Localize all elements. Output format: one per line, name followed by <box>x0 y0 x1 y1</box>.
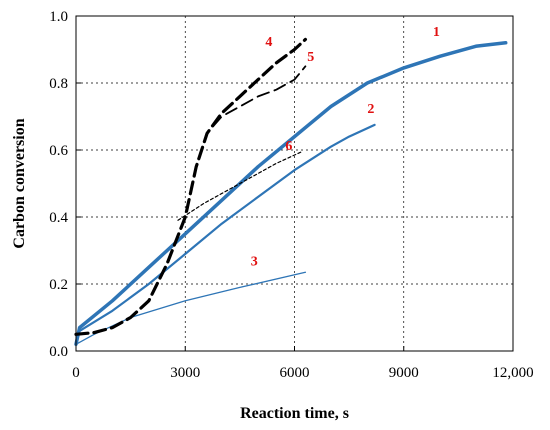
series-lines <box>74 37 508 347</box>
series-line-5 <box>75 65 307 336</box>
y-tick-label-4: 0.8 <box>49 76 68 92</box>
series-label-2: 2 <box>367 102 374 117</box>
y-tick-label-1: 0.2 <box>49 277 68 293</box>
x-tick-label-4: 12,000 <box>492 365 533 381</box>
series-line-3 <box>75 271 307 345</box>
x-tick-label-0: 0 <box>72 365 80 381</box>
y-axis-title: Carbon conversion <box>11 118 28 248</box>
y-tick-label-0: 0.0 <box>49 344 68 360</box>
series-labels: 1 2 3 4 5 6 <box>251 25 440 269</box>
series-line-1 <box>74 41 508 347</box>
x-tick-label-2: 6000 <box>280 365 310 381</box>
series-line-2 <box>74 123 376 346</box>
series-label-1: 1 <box>433 25 440 40</box>
x-tick-label-1: 3000 <box>170 365 200 381</box>
series-label-4: 4 <box>265 35 272 50</box>
axis-ticks: 0 3000 6000 9000 12,000 0.0 0.2 0.4 0.6 0.8 1.0 <box>49 9 533 381</box>
y-tick-label-5: 1.0 <box>49 9 68 25</box>
series-label-5: 5 <box>307 50 314 65</box>
series-line-6 <box>177 151 303 221</box>
x-axis-title: Reaction time, s <box>240 405 349 422</box>
y-tick-label-3: 0.6 <box>49 143 68 159</box>
grid-lines <box>76 16 513 351</box>
y-tick-label-2: 0.4 <box>49 210 68 226</box>
series-label-3: 3 <box>251 255 258 270</box>
series-label-6: 6 <box>285 139 292 154</box>
x-tick-label-3: 9000 <box>389 365 419 381</box>
